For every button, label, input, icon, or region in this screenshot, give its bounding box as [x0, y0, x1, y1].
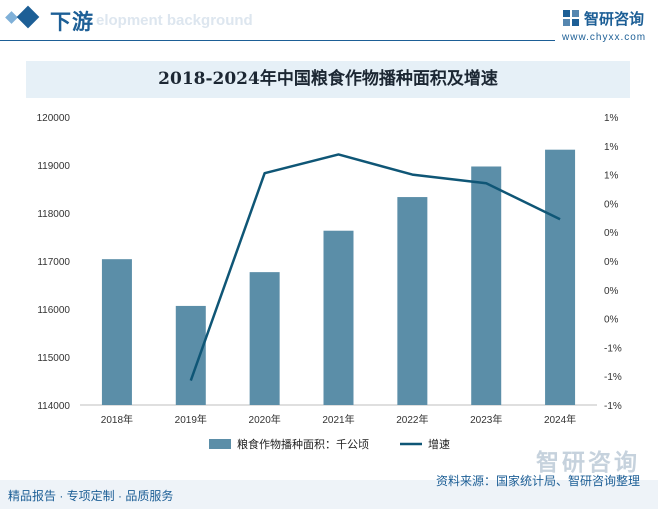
- x-tick-label: 2023年: [470, 413, 502, 426]
- x-tick-label: 2020年: [249, 413, 281, 426]
- x-tick-label: 2018年: [101, 413, 133, 426]
- bar: [397, 197, 428, 405]
- bar: [175, 305, 206, 405]
- x-tick-label: 2024年: [544, 413, 576, 426]
- y-left-tick-label: 119000: [37, 161, 70, 172]
- y-right-tick-label: 1%: [604, 171, 619, 182]
- legend-bar-label: 粮食作物播种面积：千公顷: [237, 437, 369, 451]
- watermark-brand: 智研咨询: [536, 449, 640, 475]
- x-tick-label: 2019年: [175, 413, 207, 426]
- y-right-tick-label: 0%: [604, 257, 619, 268]
- y-right-tick-label: -1%: [604, 343, 622, 354]
- chart-title: 2018-2024年中国粮食作物播种面积及增速: [158, 69, 498, 89]
- chart: 114000 115000 116000 117000 118000 119000 1200…: [37, 113, 622, 451]
- bar: [249, 272, 280, 405]
- y-right-tick-label: 0%: [604, 199, 619, 210]
- x-tick-label: 2022年: [396, 413, 428, 426]
- bar: [101, 259, 132, 405]
- y-left-tick-label: 120000: [37, 113, 71, 124]
- y-left-tick-label: 114000: [37, 401, 70, 412]
- source-note: 资料来源：国家统计局、智研咨询整理: [435, 474, 640, 488]
- section-title: 下游: [50, 11, 94, 34]
- x-tick-label: 2021年: [322, 413, 354, 426]
- y-left-tick-label: 118000: [37, 209, 70, 220]
- chart-title-bar: 2018-2024年中国粮食作物播种面积及增速: [26, 61, 630, 98]
- brand-name: 智研咨询: [584, 11, 645, 28]
- y-right-tick-label: 0%: [604, 286, 619, 297]
- growth-line: [189, 153, 561, 381]
- y-right-tick-label: 0%: [604, 228, 619, 239]
- bar: [323, 230, 354, 405]
- bar: [471, 166, 502, 405]
- page-header: 下游 elopment background: [0, 0, 658, 46]
- y-left-tick-label: 115000: [37, 353, 70, 364]
- y-right-tick-label: -1%: [604, 372, 622, 383]
- y-right-tick-label: -1%: [604, 401, 622, 412]
- footer-bar: [0, 480, 658, 509]
- section-subtitle: elopment background: [96, 12, 253, 29]
- legend-line-label: 增速: [428, 437, 450, 451]
- y-right-tick-label: 0%: [604, 315, 619, 326]
- bar: [545, 149, 576, 405]
- footer-tagline: 精品报告 · 专项定制 · 品质服务: [8, 489, 174, 503]
- brand-url: www.chyxx.com: [562, 32, 647, 43]
- y-right-tick-label: 1%: [604, 142, 619, 153]
- header-rule: [0, 40, 555, 41]
- logo-mark-icon: [563, 10, 579, 26]
- y-left-tick-label: 117000: [37, 257, 70, 268]
- brand-logo: 智研咨询 www.chyxx.com: [562, 8, 647, 44]
- legend-bar-swatch: [209, 439, 231, 449]
- y-left-tick-label: 116000: [37, 305, 70, 316]
- y-right-tick-label: 1%: [604, 113, 619, 124]
